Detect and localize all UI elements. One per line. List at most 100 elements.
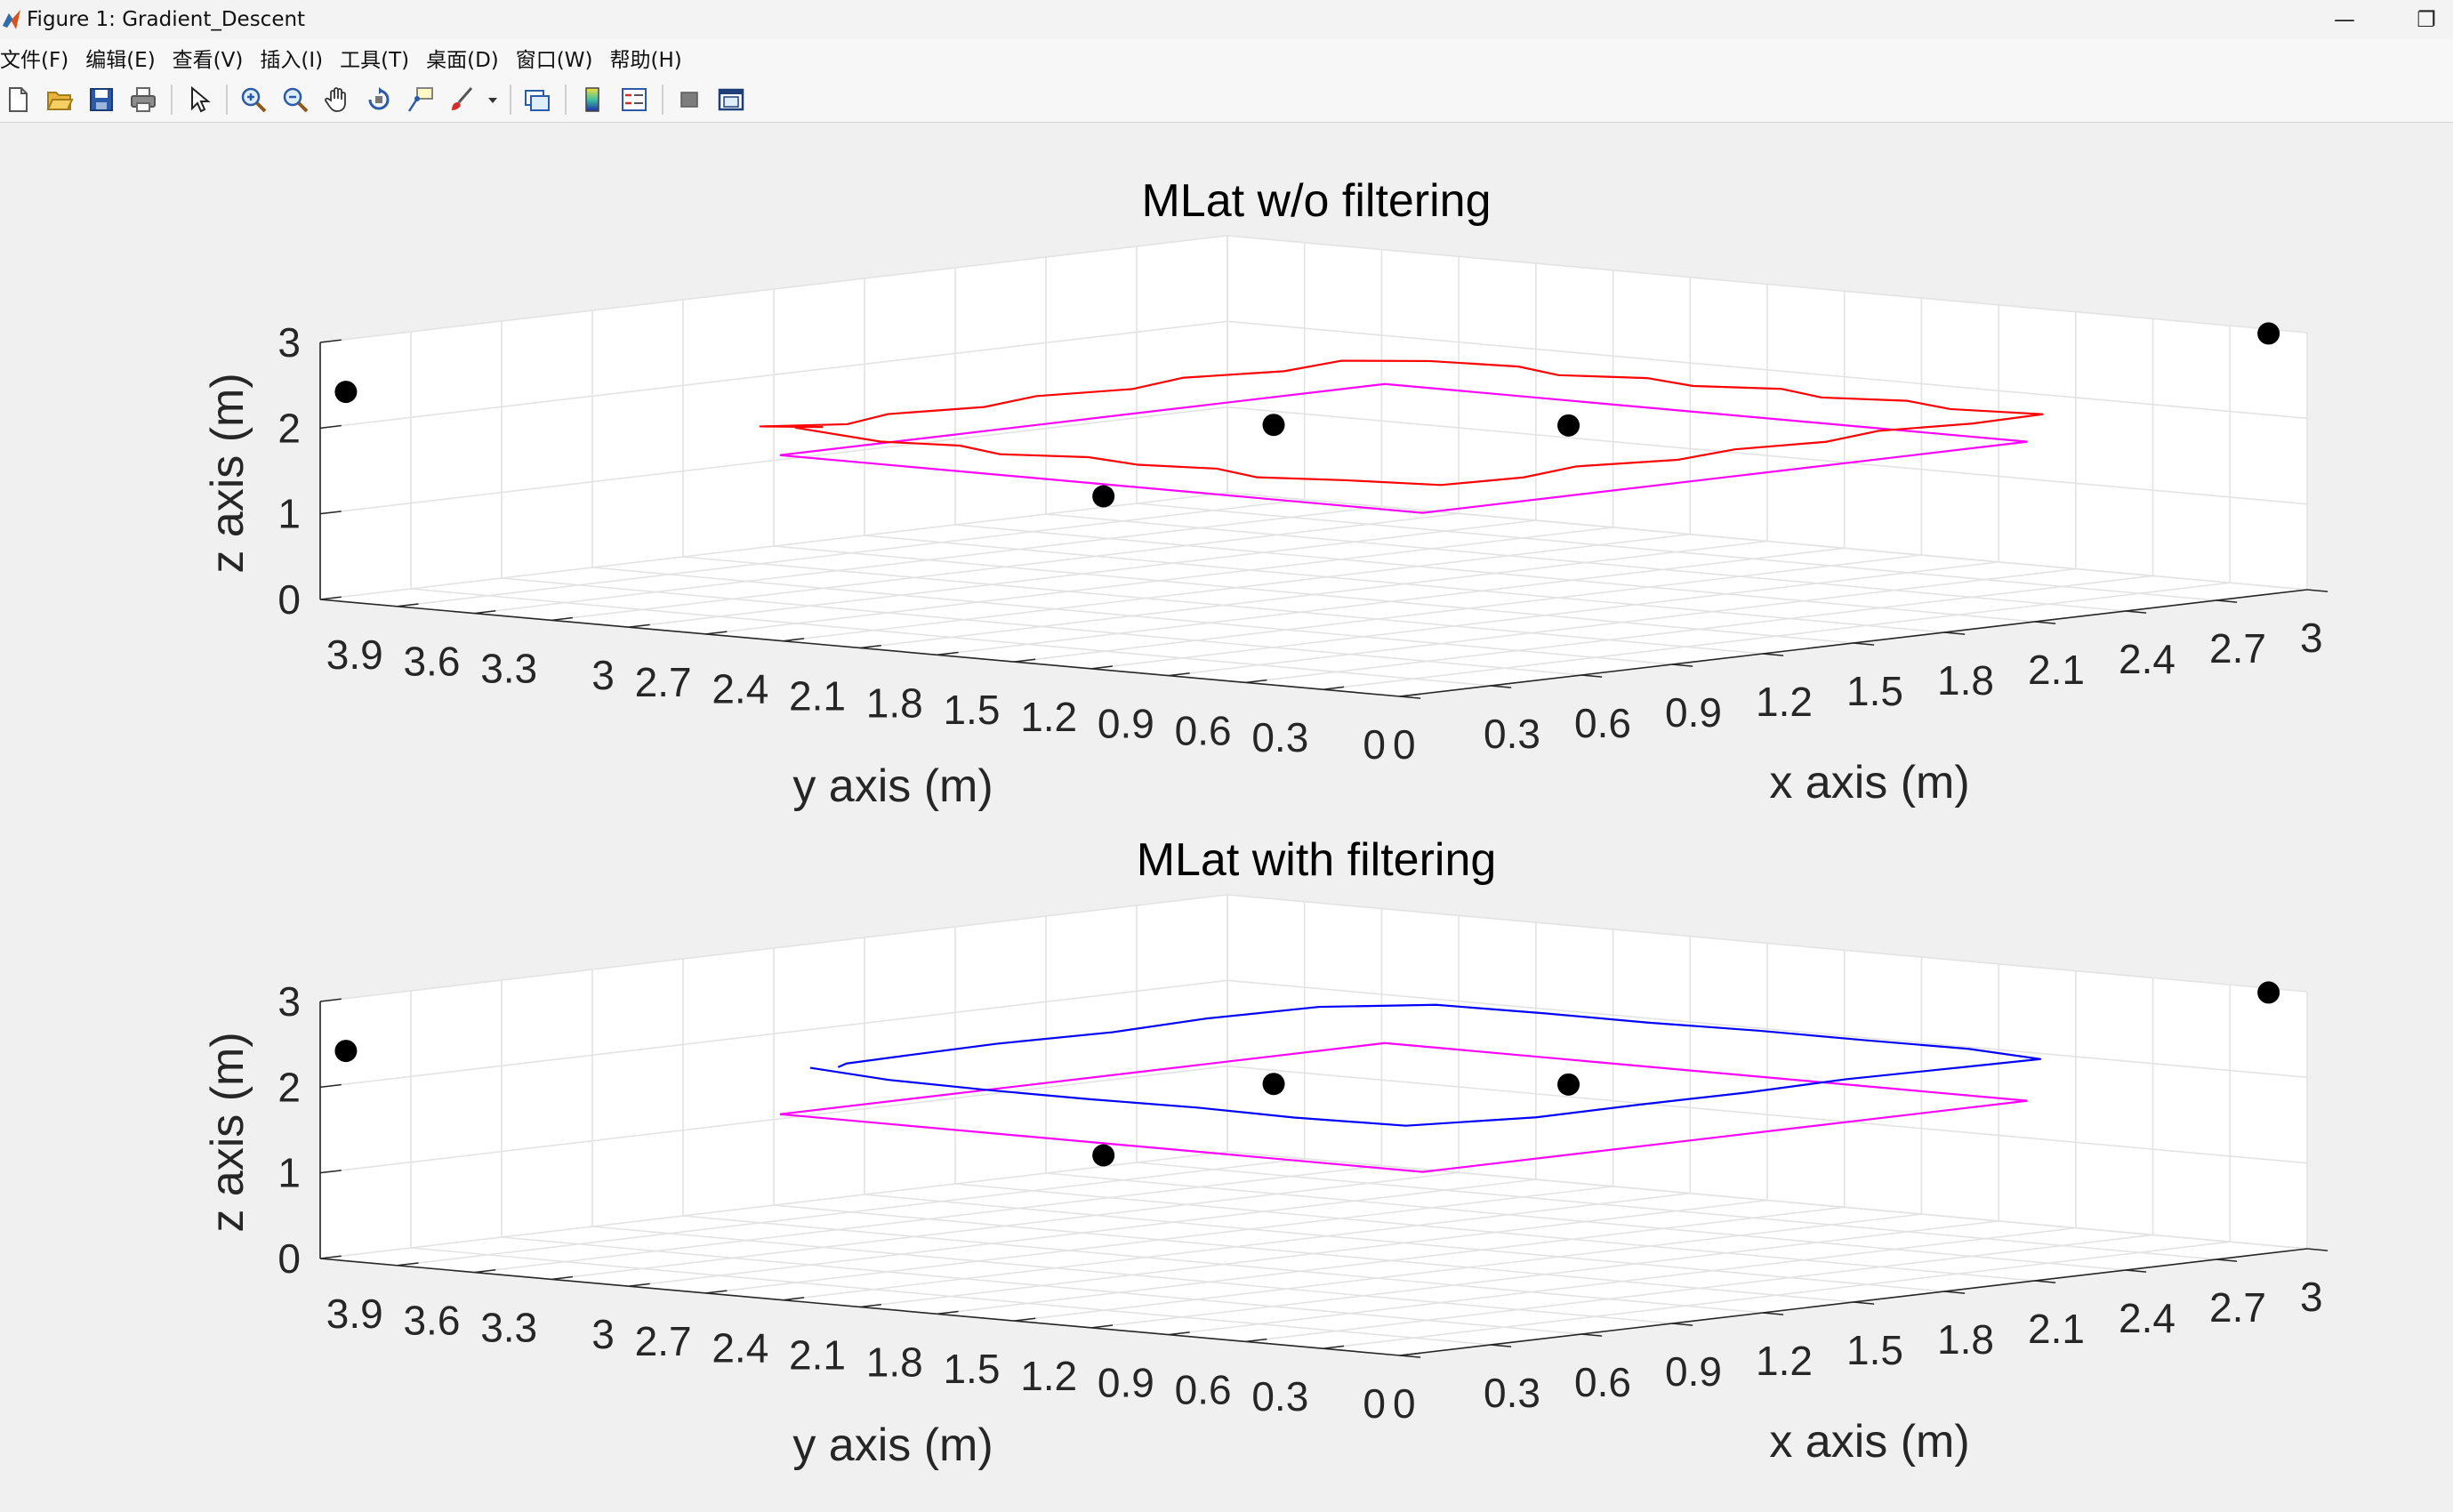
x-tick bbox=[1671, 1323, 1693, 1326]
anchor-point bbox=[1557, 414, 1580, 437]
y-tick-label: 0.9 bbox=[1098, 701, 1154, 747]
z-tick-label: 1 bbox=[277, 491, 301, 537]
y-tick bbox=[1168, 672, 1190, 677]
grid-line bbox=[1091, 561, 1999, 670]
y-tick bbox=[705, 1290, 728, 1294]
grid-line bbox=[1091, 1220, 1999, 1329]
y-tick-label: 0.6 bbox=[1175, 707, 1232, 753]
pan-hand-icon[interactable] bbox=[319, 82, 355, 117]
z-tick-label: 2 bbox=[277, 1064, 301, 1110]
anchor-point bbox=[334, 1040, 358, 1063]
menu-edit[interactable]: 编辑(E) bbox=[85, 49, 156, 72]
x-tick bbox=[2125, 1269, 2147, 1273]
x-tick bbox=[2306, 589, 2328, 592]
x-tick-label: 1.8 bbox=[1937, 1316, 1994, 1363]
x-tick bbox=[2306, 1248, 2328, 1251]
y-tick-label: 0.3 bbox=[1251, 714, 1308, 760]
x-tick bbox=[1490, 1344, 1512, 1347]
x-tick-label: 2.1 bbox=[2028, 1306, 2085, 1352]
y-tick-label: 1.5 bbox=[943, 687, 1000, 733]
y-tick bbox=[783, 1297, 805, 1301]
series-line bbox=[759, 359, 2044, 487]
anchor-point bbox=[1262, 414, 1285, 437]
menu-tools[interactable]: 工具(T) bbox=[340, 49, 410, 72]
menu-desktop[interactable]: 桌面(D) bbox=[426, 49, 499, 72]
plot-svg[interactable]: 0 0.3 0.6 0.9 1.2 1.5 1.8 2.1 2.4 2.7 3 0 0.3 0.6 0.9 1… bbox=[0, 124, 2453, 1512]
x-tick bbox=[1762, 1312, 1784, 1315]
legend-icon[interactable] bbox=[616, 82, 652, 117]
x-tick bbox=[1580, 674, 1603, 678]
menu-help[interactable]: 帮助(H) bbox=[609, 49, 682, 72]
x-tick-label: 0.9 bbox=[1665, 689, 1722, 736]
grid-line bbox=[1226, 979, 2308, 1079]
show-plot-tools-icon[interactable] bbox=[713, 82, 749, 117]
x-tick bbox=[1762, 653, 1784, 656]
minimize-button[interactable]: — bbox=[2334, 7, 2355, 32]
zoom-in-icon[interactable] bbox=[236, 82, 271, 117]
z-tick-label: 0 bbox=[277, 1235, 301, 1282]
save-icon[interactable] bbox=[84, 82, 119, 117]
toolbar-separator bbox=[510, 84, 511, 115]
menu-file[interactable]: 文件(F) bbox=[0, 49, 69, 72]
y-tick bbox=[551, 616, 574, 622]
grid-line bbox=[1226, 492, 2308, 591]
hide-plot-tools-icon[interactable] bbox=[672, 82, 707, 117]
x-tick-label: 1.2 bbox=[1756, 1338, 1813, 1384]
grid-line bbox=[937, 1206, 1845, 1315]
grid-line bbox=[474, 505, 1382, 615]
z-tick-label: 0 bbox=[277, 576, 301, 623]
colorbar-icon[interactable] bbox=[575, 82, 610, 117]
x-tick-label: 2.7 bbox=[2209, 625, 2266, 672]
toolbar-separator bbox=[565, 84, 567, 115]
zoom-out-icon[interactable] bbox=[277, 82, 313, 117]
open-file-icon[interactable] bbox=[42, 82, 77, 117]
grid-line bbox=[319, 406, 1228, 515]
grid-line bbox=[705, 527, 1613, 635]
y-tick bbox=[1168, 1331, 1190, 1336]
grid-line bbox=[783, 1192, 1691, 1301]
menu-insert[interactable]: 插入(I) bbox=[260, 49, 324, 72]
edit-plot-arrow-icon[interactable] bbox=[181, 82, 216, 117]
y-tick bbox=[1091, 1324, 1114, 1329]
menu-window[interactable]: 窗口(W) bbox=[515, 49, 593, 72]
grid-line bbox=[319, 979, 1228, 1089]
menu-view[interactable]: 查看(V) bbox=[172, 49, 244, 72]
grid-line bbox=[859, 540, 1768, 649]
link-plot-icon[interactable] bbox=[519, 82, 555, 117]
y-tick-label: 3.3 bbox=[480, 1304, 537, 1350]
new-figure-icon[interactable] bbox=[0, 82, 36, 117]
y-axis-label: y axis (m) bbox=[792, 760, 993, 812]
x-tick bbox=[2034, 1280, 2056, 1283]
z-tick bbox=[319, 1083, 342, 1089]
reference-path-line bbox=[779, 382, 2028, 514]
print-icon[interactable] bbox=[125, 82, 161, 117]
y-tick-label: 2.1 bbox=[789, 673, 846, 720]
grid-line bbox=[1168, 1226, 2076, 1336]
figure-toolbar bbox=[0, 76, 2453, 123]
brush-dropdown-icon[interactable] bbox=[487, 82, 499, 117]
y-tick bbox=[1014, 658, 1036, 663]
rotate-3d-icon[interactable] bbox=[361, 82, 397, 117]
z-tick-label: 3 bbox=[277, 978, 301, 1025]
y-tick-label: 1.8 bbox=[866, 1339, 923, 1385]
grid-line bbox=[1168, 567, 2076, 677]
grid-line bbox=[551, 1171, 1460, 1281]
grid-line bbox=[1226, 894, 2308, 993]
brush-icon[interactable] bbox=[445, 82, 480, 117]
y-tick-label: 1.2 bbox=[1020, 1353, 1077, 1399]
grid-line bbox=[319, 894, 1228, 1002]
grid-line bbox=[319, 1151, 1228, 1259]
y-tick bbox=[1245, 1338, 1267, 1343]
y-tick bbox=[1323, 1345, 1345, 1349]
x-tick-label: 2.1 bbox=[2028, 647, 2085, 693]
x-tick-label: 1.5 bbox=[1846, 668, 1903, 714]
x-tick-label: 2.4 bbox=[2119, 1295, 2176, 1341]
data-cursor-icon[interactable] bbox=[403, 82, 438, 117]
menu-bar: 文件(F) 编辑(E) 查看(V) 插入(I) 工具(T) 桌面(D) 窗口(W… bbox=[0, 39, 2453, 76]
y-tick bbox=[705, 631, 728, 635]
restore-button[interactable]: ❐ bbox=[2417, 7, 2436, 32]
grid-line bbox=[1226, 1151, 2308, 1250]
x-tick-label: 1.5 bbox=[1846, 1327, 1903, 1373]
x-tick-label: 0.3 bbox=[1484, 711, 1540, 757]
matlab-logo-icon bbox=[3, 10, 20, 29]
